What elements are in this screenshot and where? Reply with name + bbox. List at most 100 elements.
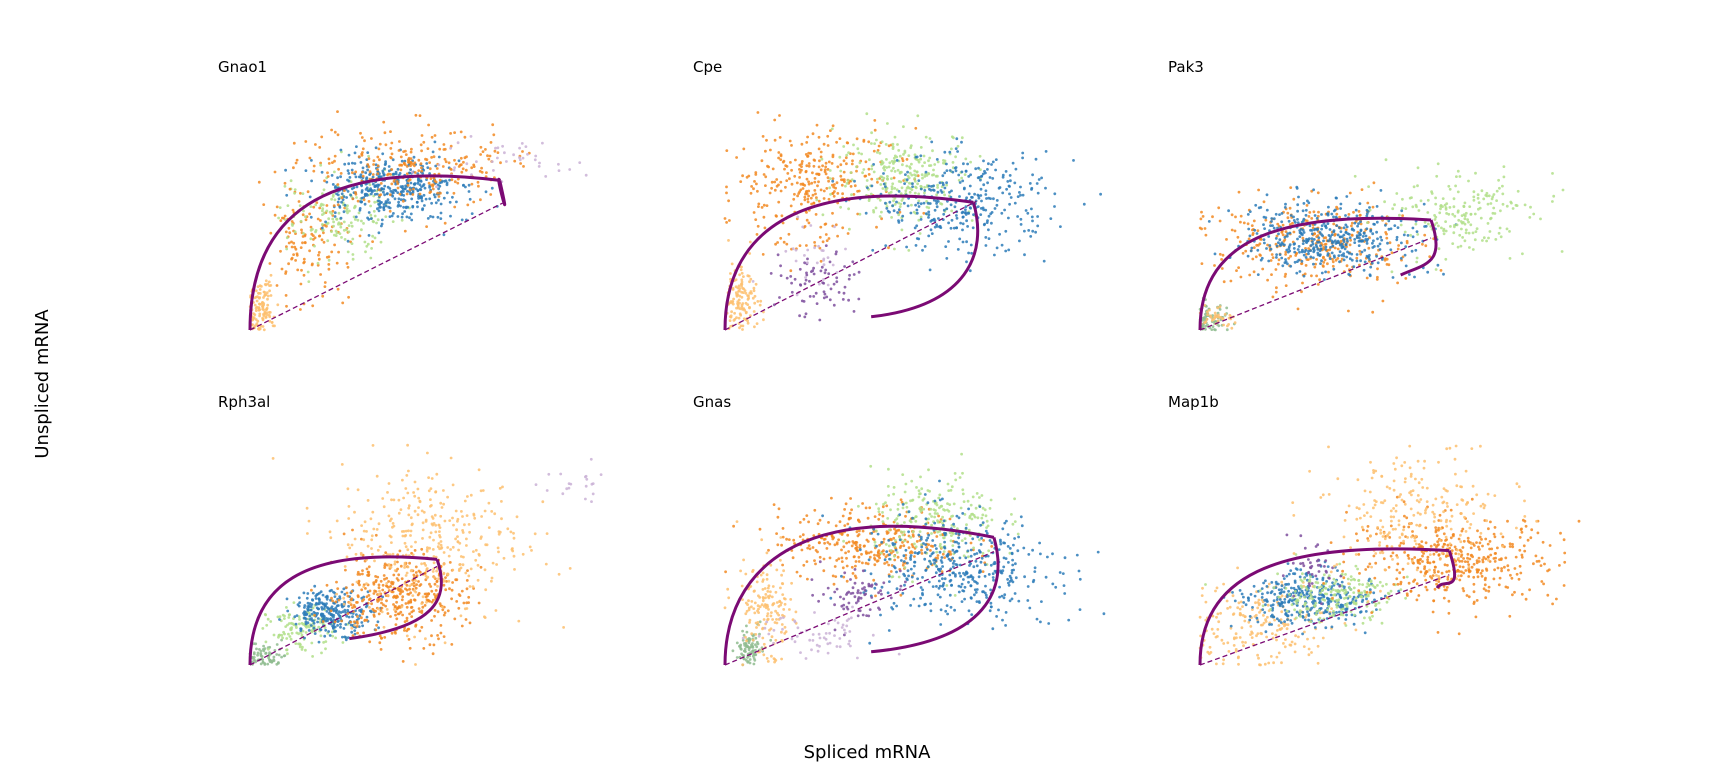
data-point (1296, 237, 1299, 241)
data-point (366, 570, 370, 574)
data-point (439, 547, 443, 550)
data-point (831, 179, 835, 183)
data-point (386, 612, 390, 615)
data-point (770, 180, 774, 184)
data-point (765, 614, 769, 618)
data-point (419, 179, 423, 183)
data-point (897, 149, 901, 152)
data-point (481, 150, 485, 154)
data-point (813, 241, 816, 244)
data-point (822, 258, 825, 262)
data-point (330, 596, 333, 600)
data-point (347, 224, 351, 228)
data-point (995, 203, 999, 207)
data-point (407, 160, 410, 164)
data-point (443, 641, 447, 645)
data-point (1007, 216, 1010, 220)
data-point (998, 186, 1002, 189)
data-point (406, 183, 410, 187)
data-point (326, 239, 330, 243)
data-point (774, 214, 778, 218)
data-point (847, 151, 850, 155)
data-point (753, 325, 756, 329)
data-point (812, 272, 816, 276)
data-point (724, 570, 727, 574)
data-point (456, 540, 460, 543)
data-point (1342, 238, 1345, 242)
data-point (427, 181, 431, 185)
data-point (439, 211, 443, 215)
data-point (399, 155, 403, 159)
data-point (727, 239, 730, 242)
data-point (1292, 197, 1296, 201)
data-point (419, 162, 423, 166)
data-point (391, 552, 395, 556)
data-point (545, 532, 549, 535)
data-point (836, 165, 840, 169)
data-point (256, 653, 259, 657)
data-point (320, 238, 324, 242)
data-point (1352, 210, 1355, 214)
data-point (1501, 202, 1505, 206)
data-point (353, 162, 357, 165)
data-point (449, 214, 452, 218)
data-point (363, 240, 367, 244)
data-point (780, 573, 783, 577)
data-point (351, 237, 355, 241)
data-point (363, 520, 367, 524)
data-point (396, 578, 400, 582)
data-point (591, 492, 595, 496)
data-point (584, 173, 588, 177)
data-point (457, 606, 461, 610)
data-point (826, 176, 830, 180)
data-point (321, 223, 324, 226)
data-point (917, 205, 921, 208)
data-point (1350, 221, 1354, 225)
data-point (326, 171, 329, 175)
data-point (1011, 161, 1015, 165)
data-point (383, 577, 386, 581)
data-point (377, 586, 381, 590)
data-point (936, 160, 940, 164)
data-point (294, 622, 298, 626)
data-point (368, 589, 372, 593)
data-point (437, 637, 440, 641)
data-point (349, 620, 353, 624)
data-point (880, 140, 884, 144)
data-point (891, 204, 895, 208)
data-point (451, 516, 454, 520)
data-point (1250, 246, 1254, 250)
data-point (392, 212, 395, 215)
data-point (987, 196, 991, 200)
data-point (427, 123, 430, 127)
data-point (1288, 243, 1292, 247)
data-point (958, 195, 961, 198)
data-point (897, 213, 901, 217)
data-point (310, 641, 314, 645)
data-point (1284, 284, 1288, 287)
data-point (418, 610, 422, 613)
data-point (438, 178, 442, 182)
data-point (368, 640, 372, 644)
data-point (762, 215, 766, 219)
data-point (290, 222, 294, 226)
data-point (850, 162, 854, 166)
data-point (1456, 190, 1460, 194)
data-point (1042, 259, 1046, 263)
data-point (345, 262, 349, 265)
data-point (880, 159, 884, 163)
data-point (927, 184, 931, 188)
data-point (1283, 275, 1287, 278)
data-point (341, 301, 345, 305)
data-point (1498, 186, 1501, 190)
data-point (867, 140, 871, 144)
data-point (320, 614, 324, 618)
data-point (309, 228, 313, 232)
data-point (339, 625, 342, 629)
data-point (771, 585, 775, 588)
data-point (426, 166, 430, 170)
data-point (1359, 220, 1362, 224)
data-point (844, 184, 847, 188)
data-point (372, 220, 375, 224)
data-point (364, 171, 368, 175)
